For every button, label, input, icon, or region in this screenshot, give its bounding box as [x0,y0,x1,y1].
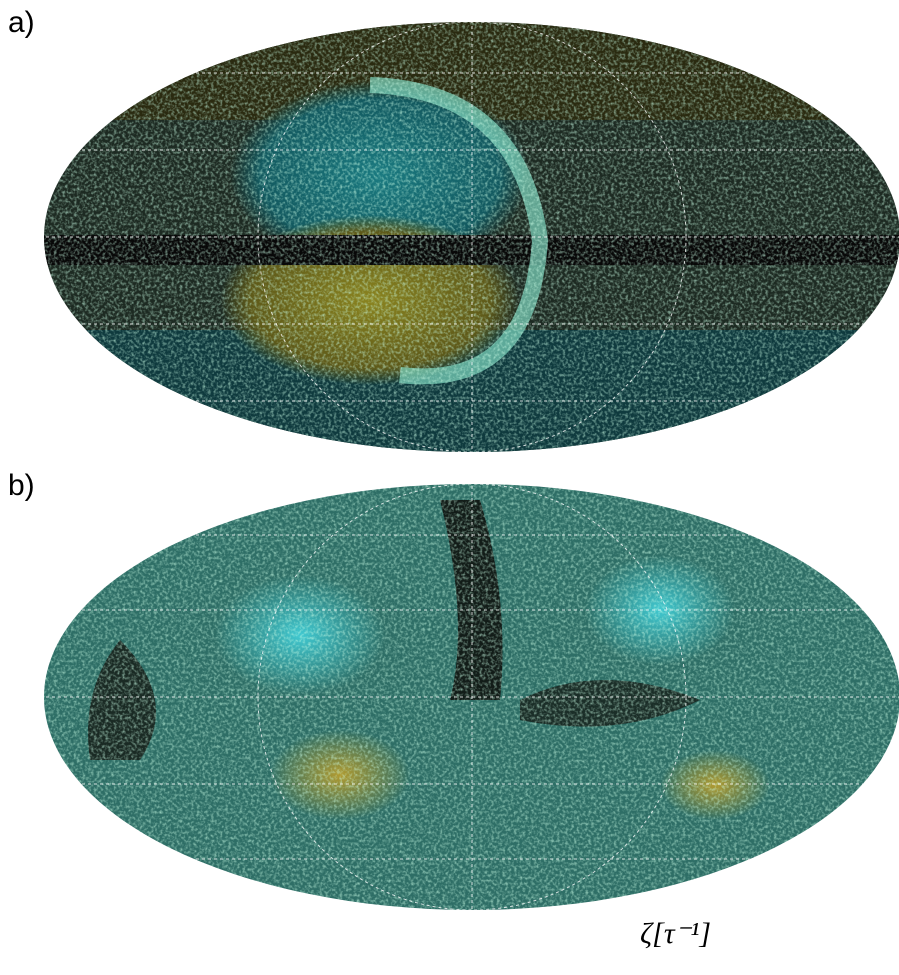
panel-label: a) [8,6,35,39]
panel-label: b) [8,469,35,502]
colorbar-label: ζ[τ⁻¹] [640,917,711,950]
figure: -900+90 a) b) ζ[ [0,0,899,975]
map-a [40,20,899,460]
map-b [40,480,899,920]
